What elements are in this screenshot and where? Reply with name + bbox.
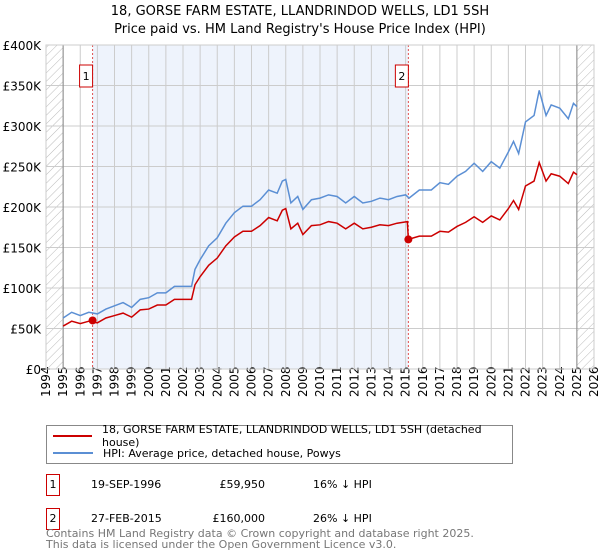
x-tick-label: 2013 <box>364 366 378 397</box>
chart-subtitle: Price paid vs. HM Land Registry's House … <box>114 22 486 37</box>
x-tick-label: 1996 <box>73 366 87 397</box>
x-tick-label: 2022 <box>519 366 533 397</box>
sale-label: 2 <box>398 70 405 83</box>
x-tick-label: 2000 <box>142 366 156 397</box>
x-tick-label: 2006 <box>245 366 259 397</box>
transaction-date: 27-FEB-2015 <box>91 512 162 525</box>
x-tick-label: 2015 <box>399 366 413 397</box>
x-tick-label: 2002 <box>176 366 190 397</box>
y-tick-label: £0 <box>26 363 41 377</box>
y-tick-label: £250K <box>3 161 43 175</box>
x-tick-label: 2003 <box>193 366 207 397</box>
x-tick-label: 2021 <box>501 366 515 397</box>
footer-line: Contains HM Land Registry data © Crown c… <box>46 527 474 540</box>
legend-label: HPI: Average price, detached house, Powy… <box>103 446 341 460</box>
transaction-price: £160,000 <box>212 512 266 525</box>
footer: Contains HM Land Registry data © Crown c… <box>46 528 474 550</box>
legend-item-hpi: HPI: Average price, detached house, Powy… <box>53 445 341 461</box>
x-tick-label: 1998 <box>108 366 122 397</box>
x-tick-label: 2012 <box>347 366 361 397</box>
transaction-date: 19-SEP-1996 <box>91 478 162 491</box>
x-tick-label: 2007 <box>262 366 276 397</box>
sale-label-box <box>79 64 94 88</box>
legend-label: 18, GORSE FARM ESTATE, LLANDRINDOD WELLS… <box>102 423 482 449</box>
x-tick-label: 1997 <box>90 366 104 397</box>
x-tick-label: 2008 <box>279 366 293 397</box>
x-tick-label: 2001 <box>159 366 173 397</box>
legend-swatch-blue <box>53 452 93 454</box>
y-tick-label: £200K <box>3 201 43 215</box>
footer-line: This data is licensed under the Open Gov… <box>46 538 397 551</box>
legend-swatch-red <box>53 435 92 437</box>
transaction-price: £59,950 <box>219 478 266 491</box>
x-tick-label: 2018 <box>450 366 464 397</box>
transaction-hpi: 16% ↓ HPI <box>313 478 372 491</box>
x-tick-label: 2024 <box>553 366 567 397</box>
y-tick-label: £300K <box>3 120 43 134</box>
sale-label: 1 <box>83 70 90 83</box>
sale-label-box <box>394 64 409 88</box>
x-tick-label: 2016 <box>416 366 430 397</box>
plot-border <box>45 44 595 370</box>
y-tick-label: £50K <box>10 323 42 337</box>
x-tick-label: 2014 <box>382 366 396 397</box>
transaction-number: 2 <box>46 508 60 530</box>
x-tick-label: 1994 <box>39 366 53 397</box>
x-tick-label: 1995 <box>56 366 70 397</box>
y-tick-label: £400K <box>3 39 43 53</box>
sale-point <box>404 235 413 244</box>
legend: 18, GORSE FARM ESTATE, LLANDRINDOD WELLS… <box>46 423 513 464</box>
price-chart: 1994 1995 1996 1997 1998 1999 2000 2001 2002 2003… <box>3 39 600 397</box>
transaction-hpi: 26% ↓ HPI <box>313 512 372 525</box>
y-tick-label: £100K <box>3 282 43 296</box>
x-tick-label: 2004 <box>210 366 224 397</box>
x-tick-label: 2023 <box>536 366 550 397</box>
x-tick-label: 2011 <box>330 366 344 397</box>
series-line <box>62 90 578 319</box>
x-tick-label: 2019 <box>467 366 481 397</box>
x-tick-label: 2005 <box>227 366 241 397</box>
x-tick-label: 2017 <box>433 366 447 397</box>
y-tick-label: £150K <box>3 242 43 256</box>
x-tick-label: 2009 <box>296 366 310 397</box>
x-tick-label: 2010 <box>313 366 327 397</box>
x-tick-label: 2026 <box>587 366 600 397</box>
chart-title: 18, GORSE FARM ESTATE, LLANDRINDOD WELLS… <box>110 4 490 19</box>
x-tick-label: 2025 <box>570 366 584 397</box>
series-line <box>62 159 578 327</box>
x-tick-label: 2020 <box>484 366 498 397</box>
transaction-number: 1 <box>46 474 60 496</box>
y-tick-label: £350K <box>3 80 43 94</box>
sale-point <box>88 316 97 325</box>
x-tick-label: 1999 <box>125 366 139 397</box>
legend-item-property: 18, GORSE FARM ESTATE, LLANDRINDOD WELLS… <box>53 423 512 449</box>
